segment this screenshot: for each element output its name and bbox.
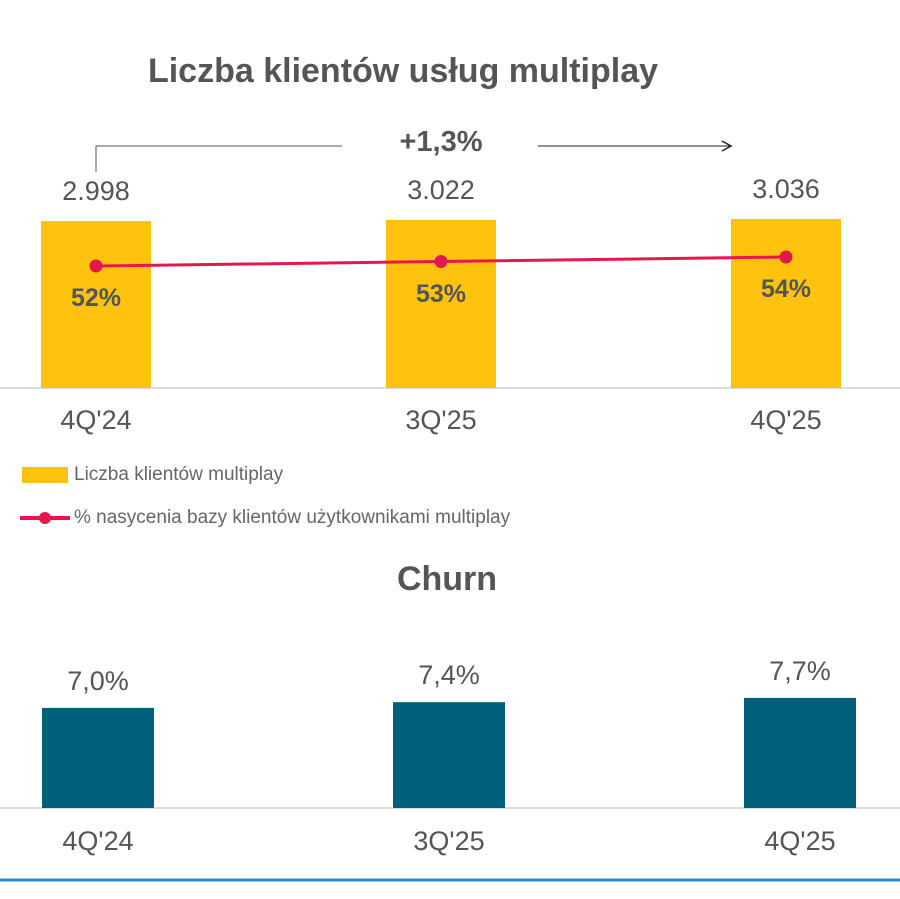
bar-value-label: 7,4% [418,660,480,691]
bar-multiplay [386,219,496,388]
x-tick-label: 3Q'25 [405,405,477,435]
chart-title-multiplay: Liczba klientów usług multiplay [147,52,659,90]
growth-arrow-head [721,140,733,152]
line-value-label: 53% [415,279,467,308]
legend-label-bar: Liczba klientów multiplay [74,464,284,485]
growth-annotation: +1,3% [399,126,483,158]
bar-churn [744,697,856,808]
legend-swatch-marker [39,512,51,524]
bar-value-label: 3.036 [752,174,820,204]
bar-value-label: 7,7% [769,655,831,686]
x-tick-label: 4Q'24 [62,826,134,856]
bar-value-label: 3.022 [407,174,475,205]
x-tick-label: 4Q'24 [60,405,132,435]
line-point [779,250,793,264]
line-value-label: 54% [760,275,812,303]
line-point [434,255,448,268]
bar-multiplay [41,221,151,388]
legend-label-line: % nasycenia bazy klientów użytkownikami … [74,507,511,528]
bar-value-label: 7,0% [67,665,129,696]
legend-swatch-bar [22,467,68,483]
bar-multiplay [731,219,841,388]
x-tick-label: 4Q'25 [764,826,836,856]
x-tick-label: 3Q'25 [413,826,485,856]
bar-churn [393,702,505,808]
growth-bracket-left [95,145,342,172]
x-tick-label: 4Q'25 [750,405,822,435]
bar-churn [42,707,154,808]
line-value-label: 52% [70,284,122,312]
bar-value-label: 2.998 [62,176,130,207]
chart-title-churn: Churn [396,560,498,598]
line-point [89,259,103,273]
